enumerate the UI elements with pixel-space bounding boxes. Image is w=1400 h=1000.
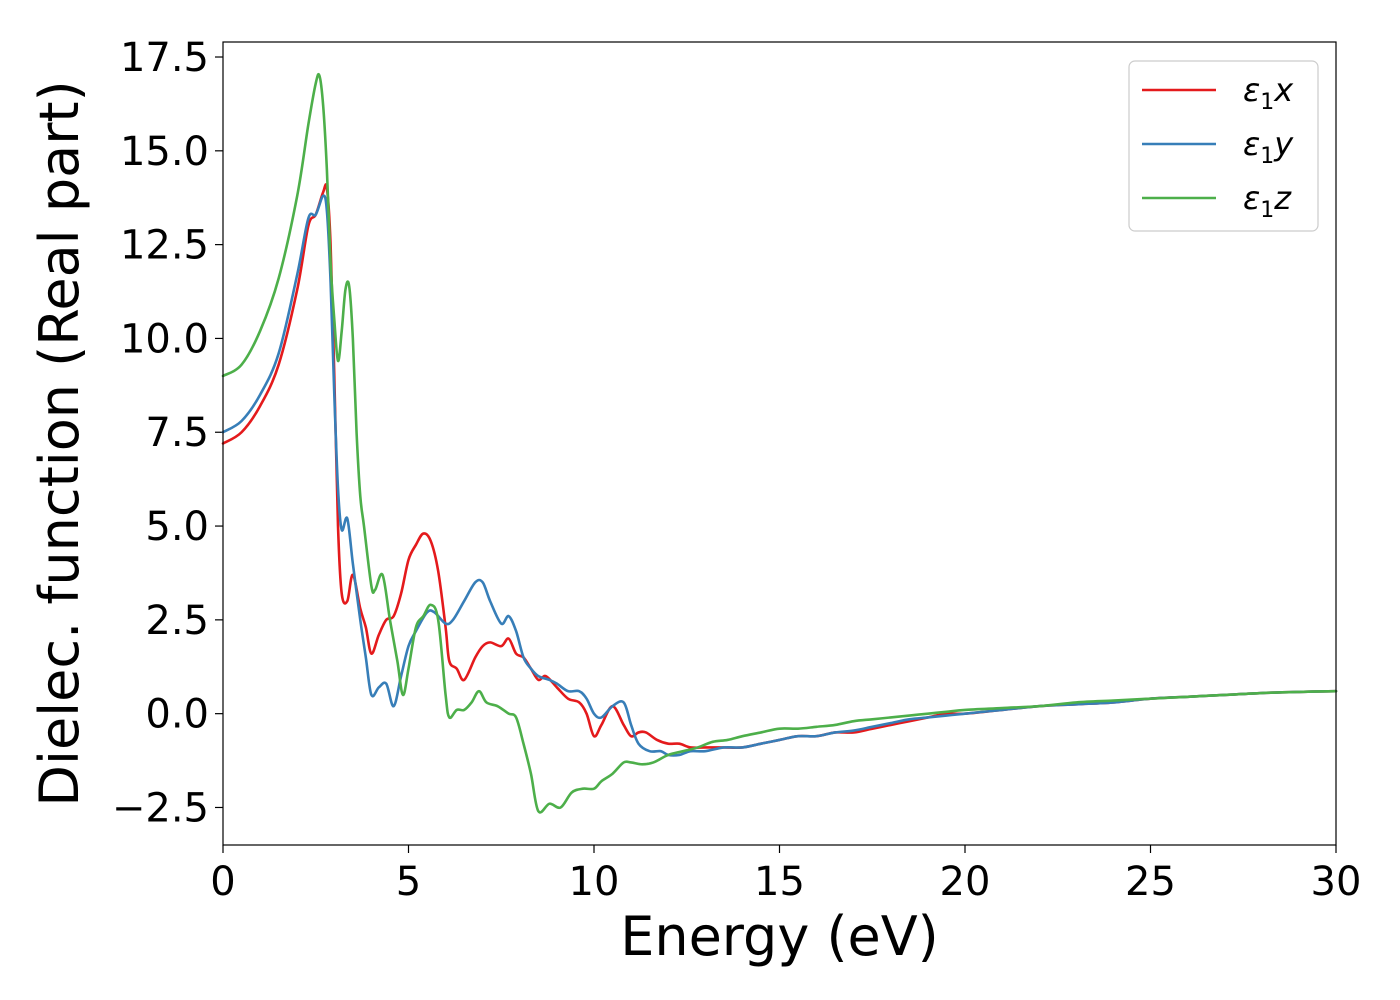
- y-tick-label: 2.5: [145, 598, 209, 644]
- y-tick-label: 12.5: [120, 223, 209, 269]
- plot-frame: [222, 41, 1337, 846]
- x-axis-label: Energy (eV): [620, 905, 939, 968]
- x-tick-label: 15: [754, 859, 805, 905]
- legend: ε1x ε1y ε1z: [1128, 60, 1319, 232]
- x-tick-label: 25: [1125, 859, 1176, 905]
- y-tick-label: 10.0: [120, 316, 209, 362]
- x-tick-label: 30: [1311, 859, 1362, 905]
- legend-label-x: ε1x: [1243, 71, 1294, 115]
- series-line-x: [221, 183, 1338, 750]
- y-tick-label: 5.0: [145, 504, 209, 550]
- x-tick-label: 20: [940, 859, 991, 905]
- y-tick-label: −2.5: [112, 785, 209, 831]
- series-line-z: [221, 72, 1338, 814]
- series-lines: [221, 72, 1338, 814]
- x-axis-ticks: 0 5 10 15 20 25 30: [210, 845, 1361, 905]
- legend-label-z: ε1z: [1243, 179, 1292, 223]
- x-tick-label: 5: [396, 859, 421, 905]
- x-tick-label: 0: [210, 859, 235, 905]
- y-tick-label: 17.5: [120, 35, 209, 81]
- y-axis-label: Dielec. function (Real part): [28, 80, 91, 806]
- y-tick-label: 0.0: [145, 692, 209, 738]
- series-line-y: [221, 194, 1338, 757]
- y-axis-ticks: −2.5 0.0 2.5 5.0 7.5 10.0 12.5 15.0 17.5: [112, 35, 223, 831]
- x-tick-label: 10: [569, 859, 620, 905]
- legend-label-y: ε1y: [1243, 125, 1294, 169]
- legend-box: [1128, 60, 1319, 232]
- y-tick-label: 15.0: [120, 129, 209, 175]
- y-tick-label: 7.5: [145, 410, 209, 456]
